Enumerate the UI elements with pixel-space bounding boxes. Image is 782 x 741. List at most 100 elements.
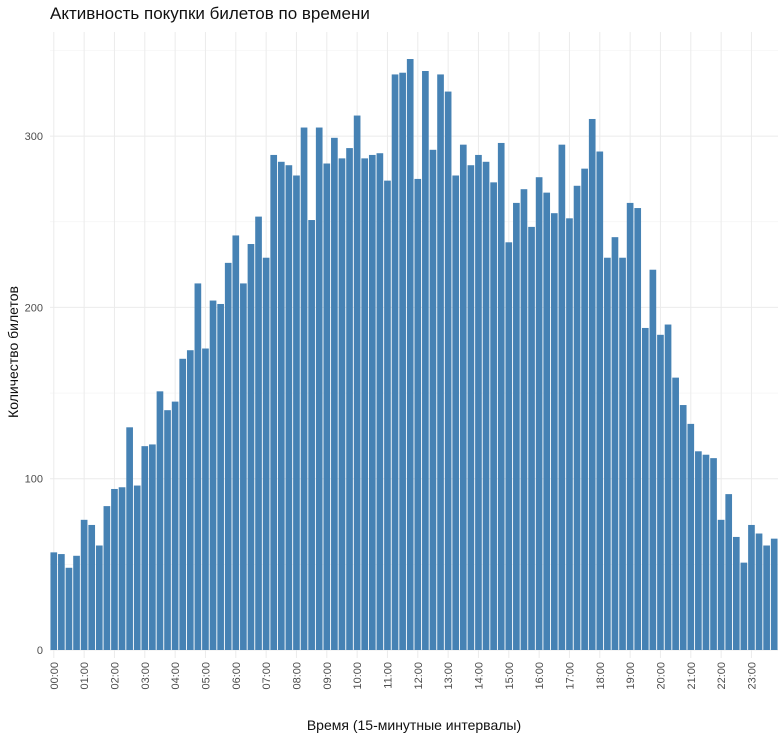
bar <box>725 494 733 650</box>
x-tick-label: 16:00 <box>534 662 546 690</box>
bar <box>111 488 118 650</box>
bar <box>740 562 748 650</box>
bar <box>520 189 528 650</box>
chart-title: Активность покупки билетов по времени <box>50 4 370 23</box>
bar <box>573 185 581 651</box>
bar <box>270 154 278 650</box>
bar <box>626 202 634 651</box>
bar <box>186 350 194 650</box>
bar <box>399 72 406 651</box>
bar <box>58 554 65 650</box>
bar <box>406 59 414 650</box>
x-tick-label: 07:00 <box>261 662 273 690</box>
bar <box>755 533 763 650</box>
bar <box>702 454 710 650</box>
bar <box>103 506 111 650</box>
bar <box>384 180 391 650</box>
bar <box>361 158 369 650</box>
bars <box>50 59 778 651</box>
bar <box>717 519 725 650</box>
bar <box>490 182 497 650</box>
bar <box>73 555 80 650</box>
bar <box>255 216 262 650</box>
y-tick-label: 300 <box>25 131 43 143</box>
bar <box>437 74 444 650</box>
x-tick-label: 05:00 <box>200 662 212 690</box>
bar <box>376 153 384 651</box>
bar <box>391 74 399 650</box>
bar <box>649 269 657 650</box>
bar <box>171 401 179 650</box>
bar <box>482 161 490 651</box>
bar <box>368 154 376 650</box>
bar <box>346 148 353 650</box>
y-tick-label: 0 <box>37 645 43 657</box>
bar <box>664 324 672 650</box>
x-tick-label: 09:00 <box>322 662 334 690</box>
bar <box>88 524 96 650</box>
bar <box>588 118 596 651</box>
bar <box>194 283 202 650</box>
bar <box>224 262 232 650</box>
bar <box>475 154 482 650</box>
bar <box>285 165 293 650</box>
x-tick-label: 08:00 <box>291 662 303 690</box>
bar <box>535 177 543 650</box>
x-tick-label: 22:00 <box>716 662 728 690</box>
bar <box>748 524 755 650</box>
bar <box>308 220 315 651</box>
bar <box>770 538 778 650</box>
bar <box>657 334 664 650</box>
bar <box>300 127 308 650</box>
bar <box>179 358 187 650</box>
bar <box>277 161 285 651</box>
bar <box>247 244 255 651</box>
bar <box>732 536 740 650</box>
x-axis-title: Время (15-минутные интервалы) <box>306 717 522 733</box>
bar <box>505 242 513 650</box>
bar <box>679 405 687 650</box>
bar <box>695 451 702 650</box>
bar <box>619 257 626 650</box>
x-tick-label: 11:00 <box>382 662 394 689</box>
bar <box>209 300 217 650</box>
bar <box>232 235 240 651</box>
bar <box>497 142 505 650</box>
x-tick-label: 18:00 <box>595 662 607 690</box>
bar <box>293 175 300 650</box>
bar <box>156 391 164 650</box>
x-tick-label: 01:00 <box>79 662 91 690</box>
bar <box>133 485 141 650</box>
y-tick-label: 200 <box>25 302 43 314</box>
x-tick-label: 21:00 <box>686 662 698 690</box>
bar <box>581 168 588 650</box>
bar <box>338 158 346 650</box>
x-tick-label: 20:00 <box>655 662 667 690</box>
bar <box>611 237 619 651</box>
bar <box>118 487 126 650</box>
x-tick-label: 02:00 <box>109 662 121 690</box>
y-tick-label: 100 <box>25 474 43 486</box>
bar <box>604 257 611 650</box>
bar <box>331 137 338 651</box>
bar <box>710 458 717 650</box>
x-tick-label: 06:00 <box>231 662 243 690</box>
x-tick-label: 17:00 <box>564 662 576 690</box>
bar <box>528 226 535 651</box>
bar <box>50 552 58 650</box>
bar <box>566 218 573 650</box>
bar <box>262 257 270 650</box>
bar <box>240 283 247 650</box>
x-tick-label: 00:00 <box>49 662 61 690</box>
bar <box>65 567 73 650</box>
bar <box>202 348 209 650</box>
bar <box>429 149 437 650</box>
x-tick-label: 04:00 <box>170 662 182 690</box>
x-tick-label: 03:00 <box>140 662 152 690</box>
bar <box>444 91 452 650</box>
bar <box>543 192 551 650</box>
bar <box>763 545 770 650</box>
bar <box>141 446 149 650</box>
bar <box>687 423 695 650</box>
